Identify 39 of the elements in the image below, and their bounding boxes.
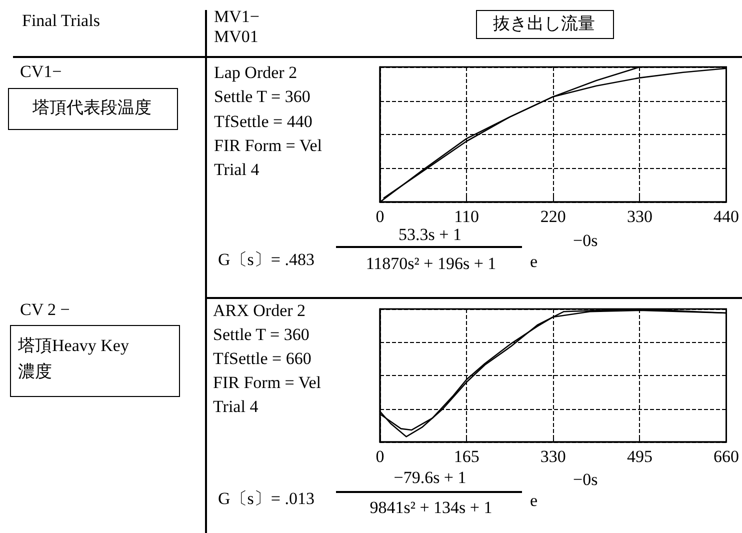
text: Settle T = 360 (214, 87, 310, 107)
text: ARX Order 2 (213, 301, 306, 321)
x-tick-label: 0 (376, 447, 384, 466)
text: −79.6s + 1 (394, 468, 466, 488)
text: e (530, 491, 538, 511)
text: Settle T = 360 (213, 325, 310, 345)
text: 9841s² + 134s + 1 (370, 498, 492, 518)
text: −0s (573, 231, 598, 251)
text: e (530, 252, 538, 272)
text: CV 2 − (20, 300, 70, 320)
x-tick-label: 495 (626, 447, 652, 466)
text: CV1− (20, 62, 62, 82)
x-tick-label: 330 (626, 207, 652, 226)
text: FIR Form = Vel (214, 136, 322, 156)
text: TfSettle = 660 (213, 349, 312, 369)
text: 塔頂代表段温度 (32, 98, 152, 118)
text: 53.3s + 1 (398, 225, 462, 245)
text: MV01 (214, 27, 258, 47)
x-tick-label: 165 (454, 447, 480, 466)
text: MV1− (214, 7, 260, 27)
x-tick-label: 330 (540, 447, 566, 466)
text: Lap Order 2 (214, 63, 298, 83)
x-tick-label: 440 (714, 207, 739, 226)
x-tick-label: 660 (714, 447, 739, 466)
text: Final Trials (22, 11, 100, 31)
text: −0s (573, 470, 598, 490)
x-tick-label: 0 (376, 207, 384, 226)
text: 抜き出し流量 (493, 14, 595, 34)
x-tick-label: 110 (454, 207, 479, 226)
text: G〔s〕= .013 (218, 489, 314, 509)
text: 11870s² + 196s + 1 (366, 254, 496, 274)
text: 塔頂Heavy Key (18, 336, 129, 356)
text: FIR Form = Vel (213, 373, 321, 393)
text: TfSettle = 440 (214, 112, 312, 132)
text: 濃度 (18, 362, 52, 382)
text: Trial 4 (213, 397, 258, 417)
x-tick-label: 220 (540, 207, 566, 226)
text: G〔s〕= .483 (218, 250, 314, 270)
text: Trial 4 (214, 160, 260, 180)
